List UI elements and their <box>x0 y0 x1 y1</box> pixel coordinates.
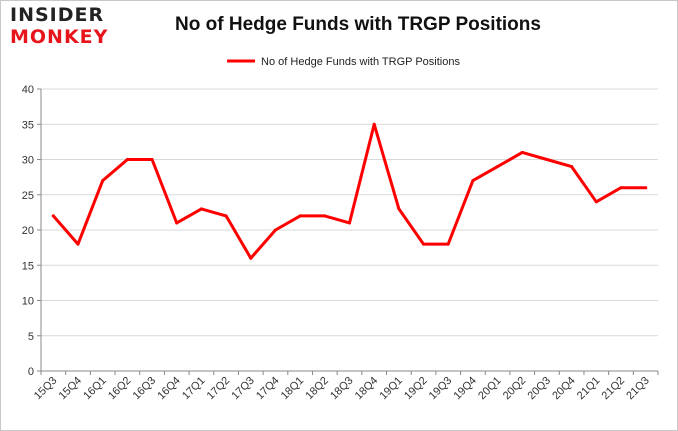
data-point <box>397 207 401 211</box>
series-lines <box>51 122 648 260</box>
data-point <box>249 256 253 260</box>
x-tick-label: 17Q1 <box>180 375 208 403</box>
y-tick-label: 5 <box>28 331 34 343</box>
data-point <box>372 122 376 126</box>
data-point <box>619 186 623 190</box>
x-tick-label: 18Q4 <box>353 375 381 403</box>
x-tick-label: 17Q3 <box>229 375 257 403</box>
logo-line-monkey: MONKEY <box>10 26 109 48</box>
y-tick-label: 20 <box>22 225 34 237</box>
data-point <box>101 179 105 183</box>
x-tick-label: 21Q2 <box>600 375 628 403</box>
x-tick-label: 17Q2 <box>205 375 233 403</box>
x-tick-label: 16Q3 <box>131 375 159 403</box>
x-tick-label: 15Q4 <box>57 375 85 403</box>
x-tick-label: 16Q2 <box>106 375 134 403</box>
x-tick-label: 18Q2 <box>303 375 331 403</box>
x-tick-label: 19Q3 <box>427 375 455 403</box>
data-point <box>125 158 129 161</box>
data-point <box>471 179 475 183</box>
data-point <box>76 242 80 246</box>
x-tick-label: 18Q1 <box>279 375 307 403</box>
x-tick-label: 21Q1 <box>575 375 603 403</box>
x-tick-label: 20Q4 <box>550 375 578 403</box>
chart-title: No of Hedge Funds with TRGP Positions <box>175 14 541 35</box>
y-tick-label: 35 <box>22 119 34 131</box>
x-tick-label: 16Q4 <box>155 375 183 403</box>
y-tick-label: 30 <box>22 155 34 167</box>
y-tick-label: 40 <box>22 84 34 96</box>
data-point <box>545 158 549 161</box>
x-tick-label: 19Q1 <box>377 375 405 403</box>
data-point <box>298 214 302 218</box>
y-tick-label: 15 <box>22 260 34 272</box>
data-point <box>323 214 327 218</box>
data-point <box>273 228 277 232</box>
x-tick-labels: 15Q315Q416Q116Q216Q316Q417Q117Q217Q317Q4… <box>32 375 652 403</box>
grid-lines <box>41 88 658 337</box>
data-point <box>51 214 55 218</box>
x-tick-label: 20Q1 <box>476 375 504 403</box>
y-tick-label: 10 <box>22 296 34 308</box>
axes <box>37 88 659 375</box>
y-tick-label: 25 <box>22 190 34 202</box>
data-point <box>150 158 154 161</box>
data-point <box>446 242 450 246</box>
data-point <box>422 242 426 246</box>
logo-line-insider: INSIDER <box>10 4 105 26</box>
x-tick-label: 20Q2 <box>501 375 529 403</box>
series-line-0 <box>51 122 648 260</box>
x-tick-label: 20Q3 <box>526 375 554 403</box>
x-tick-label: 17Q4 <box>254 375 282 403</box>
data-point <box>199 207 203 211</box>
x-tick-label: 19Q2 <box>402 375 430 403</box>
insider-monkey-logo: INSIDER MONKEY <box>10 6 128 47</box>
legend: No of Hedge Funds with TRGP Positions <box>227 56 460 68</box>
x-tick-label: 16Q1 <box>81 375 109 403</box>
data-point <box>348 221 351 225</box>
data-point <box>175 221 179 225</box>
y-tick-labels: 0 5 10 15 20 25 30 35 40 <box>22 84 34 378</box>
data-point <box>644 186 648 190</box>
data-point <box>520 150 524 154</box>
x-tick-label: 15Q3 <box>32 375 60 403</box>
y-tick-label: 0 <box>28 366 34 378</box>
legend-label: No of Hedge Funds with TRGP Positions <box>261 56 460 68</box>
x-tick-label: 19Q4 <box>451 375 479 403</box>
x-tick-label: 18Q3 <box>328 375 356 403</box>
data-point <box>496 165 500 169</box>
x-tick-label: 21Q3 <box>624 375 652 403</box>
data-point <box>224 214 228 218</box>
data-point <box>594 200 598 204</box>
data-point <box>570 165 574 169</box>
